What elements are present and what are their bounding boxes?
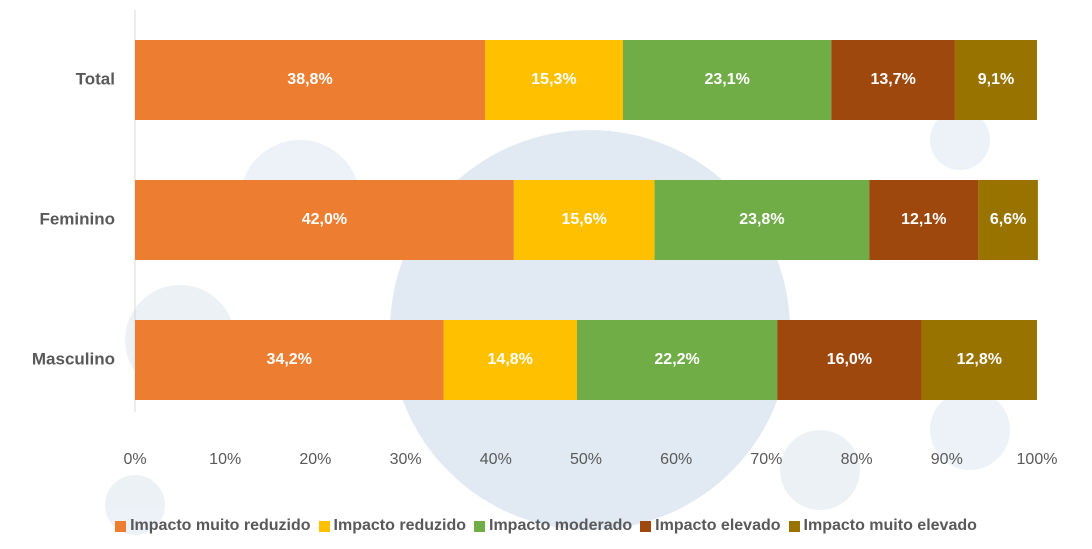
bar-segment bbox=[654, 180, 870, 260]
data-label: 12,1% bbox=[901, 211, 946, 228]
data-label: 23,1% bbox=[704, 71, 749, 88]
legend-label: Impacto muito reduzido bbox=[130, 517, 311, 534]
bar-segment bbox=[135, 40, 485, 120]
data-label: 9,1% bbox=[978, 71, 1014, 88]
legend-swatch bbox=[788, 520, 800, 532]
data-label: 15,6% bbox=[562, 211, 607, 228]
bar-segment bbox=[954, 40, 1037, 120]
legend-item: Impacto reduzido bbox=[318, 517, 466, 535]
bar-segment bbox=[777, 320, 922, 400]
x-tick-label: 100% bbox=[1017, 451, 1058, 468]
legend-label: Impacto muito elevado bbox=[803, 517, 977, 534]
bar-segment bbox=[622, 40, 832, 120]
legend-swatch bbox=[318, 520, 330, 532]
legend-item: Impacto muito elevado bbox=[788, 517, 977, 535]
y-tick-label: Masculino bbox=[32, 349, 115, 368]
x-tick-label: 90% bbox=[931, 451, 963, 468]
x-tick-label: 30% bbox=[390, 451, 422, 468]
legend: Impacto muito reduzido Impacto reduzido Im… bbox=[0, 517, 1092, 535]
data-label: 16,0% bbox=[827, 351, 872, 368]
x-tick-label: 20% bbox=[299, 451, 331, 468]
x-tick-label: 70% bbox=[750, 451, 782, 468]
bar-segment bbox=[576, 320, 778, 400]
bar-segment bbox=[978, 180, 1038, 260]
bar-segment bbox=[513, 180, 655, 260]
legend-item: Impacto moderado bbox=[474, 517, 632, 535]
data-label: 42,0% bbox=[302, 211, 347, 228]
bar-segment bbox=[484, 40, 623, 120]
y-tick-label: Feminino bbox=[39, 209, 115, 228]
x-tick-label: 60% bbox=[660, 451, 692, 468]
bar-segment bbox=[831, 40, 955, 120]
legend-swatch bbox=[640, 520, 652, 532]
data-label: 15,3% bbox=[531, 71, 576, 88]
x-tick-label: 10% bbox=[209, 451, 241, 468]
data-label: 13,7% bbox=[870, 71, 915, 88]
legend-label: Impacto elevado bbox=[655, 517, 781, 534]
bar-segment bbox=[135, 320, 444, 400]
data-label: 38,8% bbox=[287, 71, 332, 88]
x-tick-label: 0% bbox=[123, 451, 146, 468]
legend-swatch bbox=[474, 520, 485, 532]
legend-item: Impacto muito reduzido bbox=[115, 517, 311, 535]
y-tick-label: Total bbox=[76, 69, 115, 88]
legend-label: Impacto reduzido bbox=[333, 517, 466, 534]
legend-item: Impacto elevado bbox=[640, 517, 781, 535]
data-label: 14,8% bbox=[488, 351, 533, 368]
x-tick-label: 40% bbox=[480, 451, 512, 468]
bar-segment bbox=[921, 320, 1037, 400]
bar-segment bbox=[135, 180, 514, 260]
data-label: 23,8% bbox=[739, 211, 784, 228]
data-label: 12,8% bbox=[957, 351, 1002, 368]
data-label: 34,2% bbox=[267, 351, 312, 368]
bar-segment bbox=[869, 180, 979, 260]
x-tick-label: 50% bbox=[570, 451, 602, 468]
data-label: 6,6% bbox=[990, 211, 1026, 228]
legend-label: Impacto moderado bbox=[489, 517, 633, 534]
bar-segment bbox=[443, 320, 577, 400]
x-tick-label: 80% bbox=[841, 451, 873, 468]
data-label: 22,2% bbox=[654, 351, 699, 368]
legend-swatch bbox=[115, 520, 127, 532]
